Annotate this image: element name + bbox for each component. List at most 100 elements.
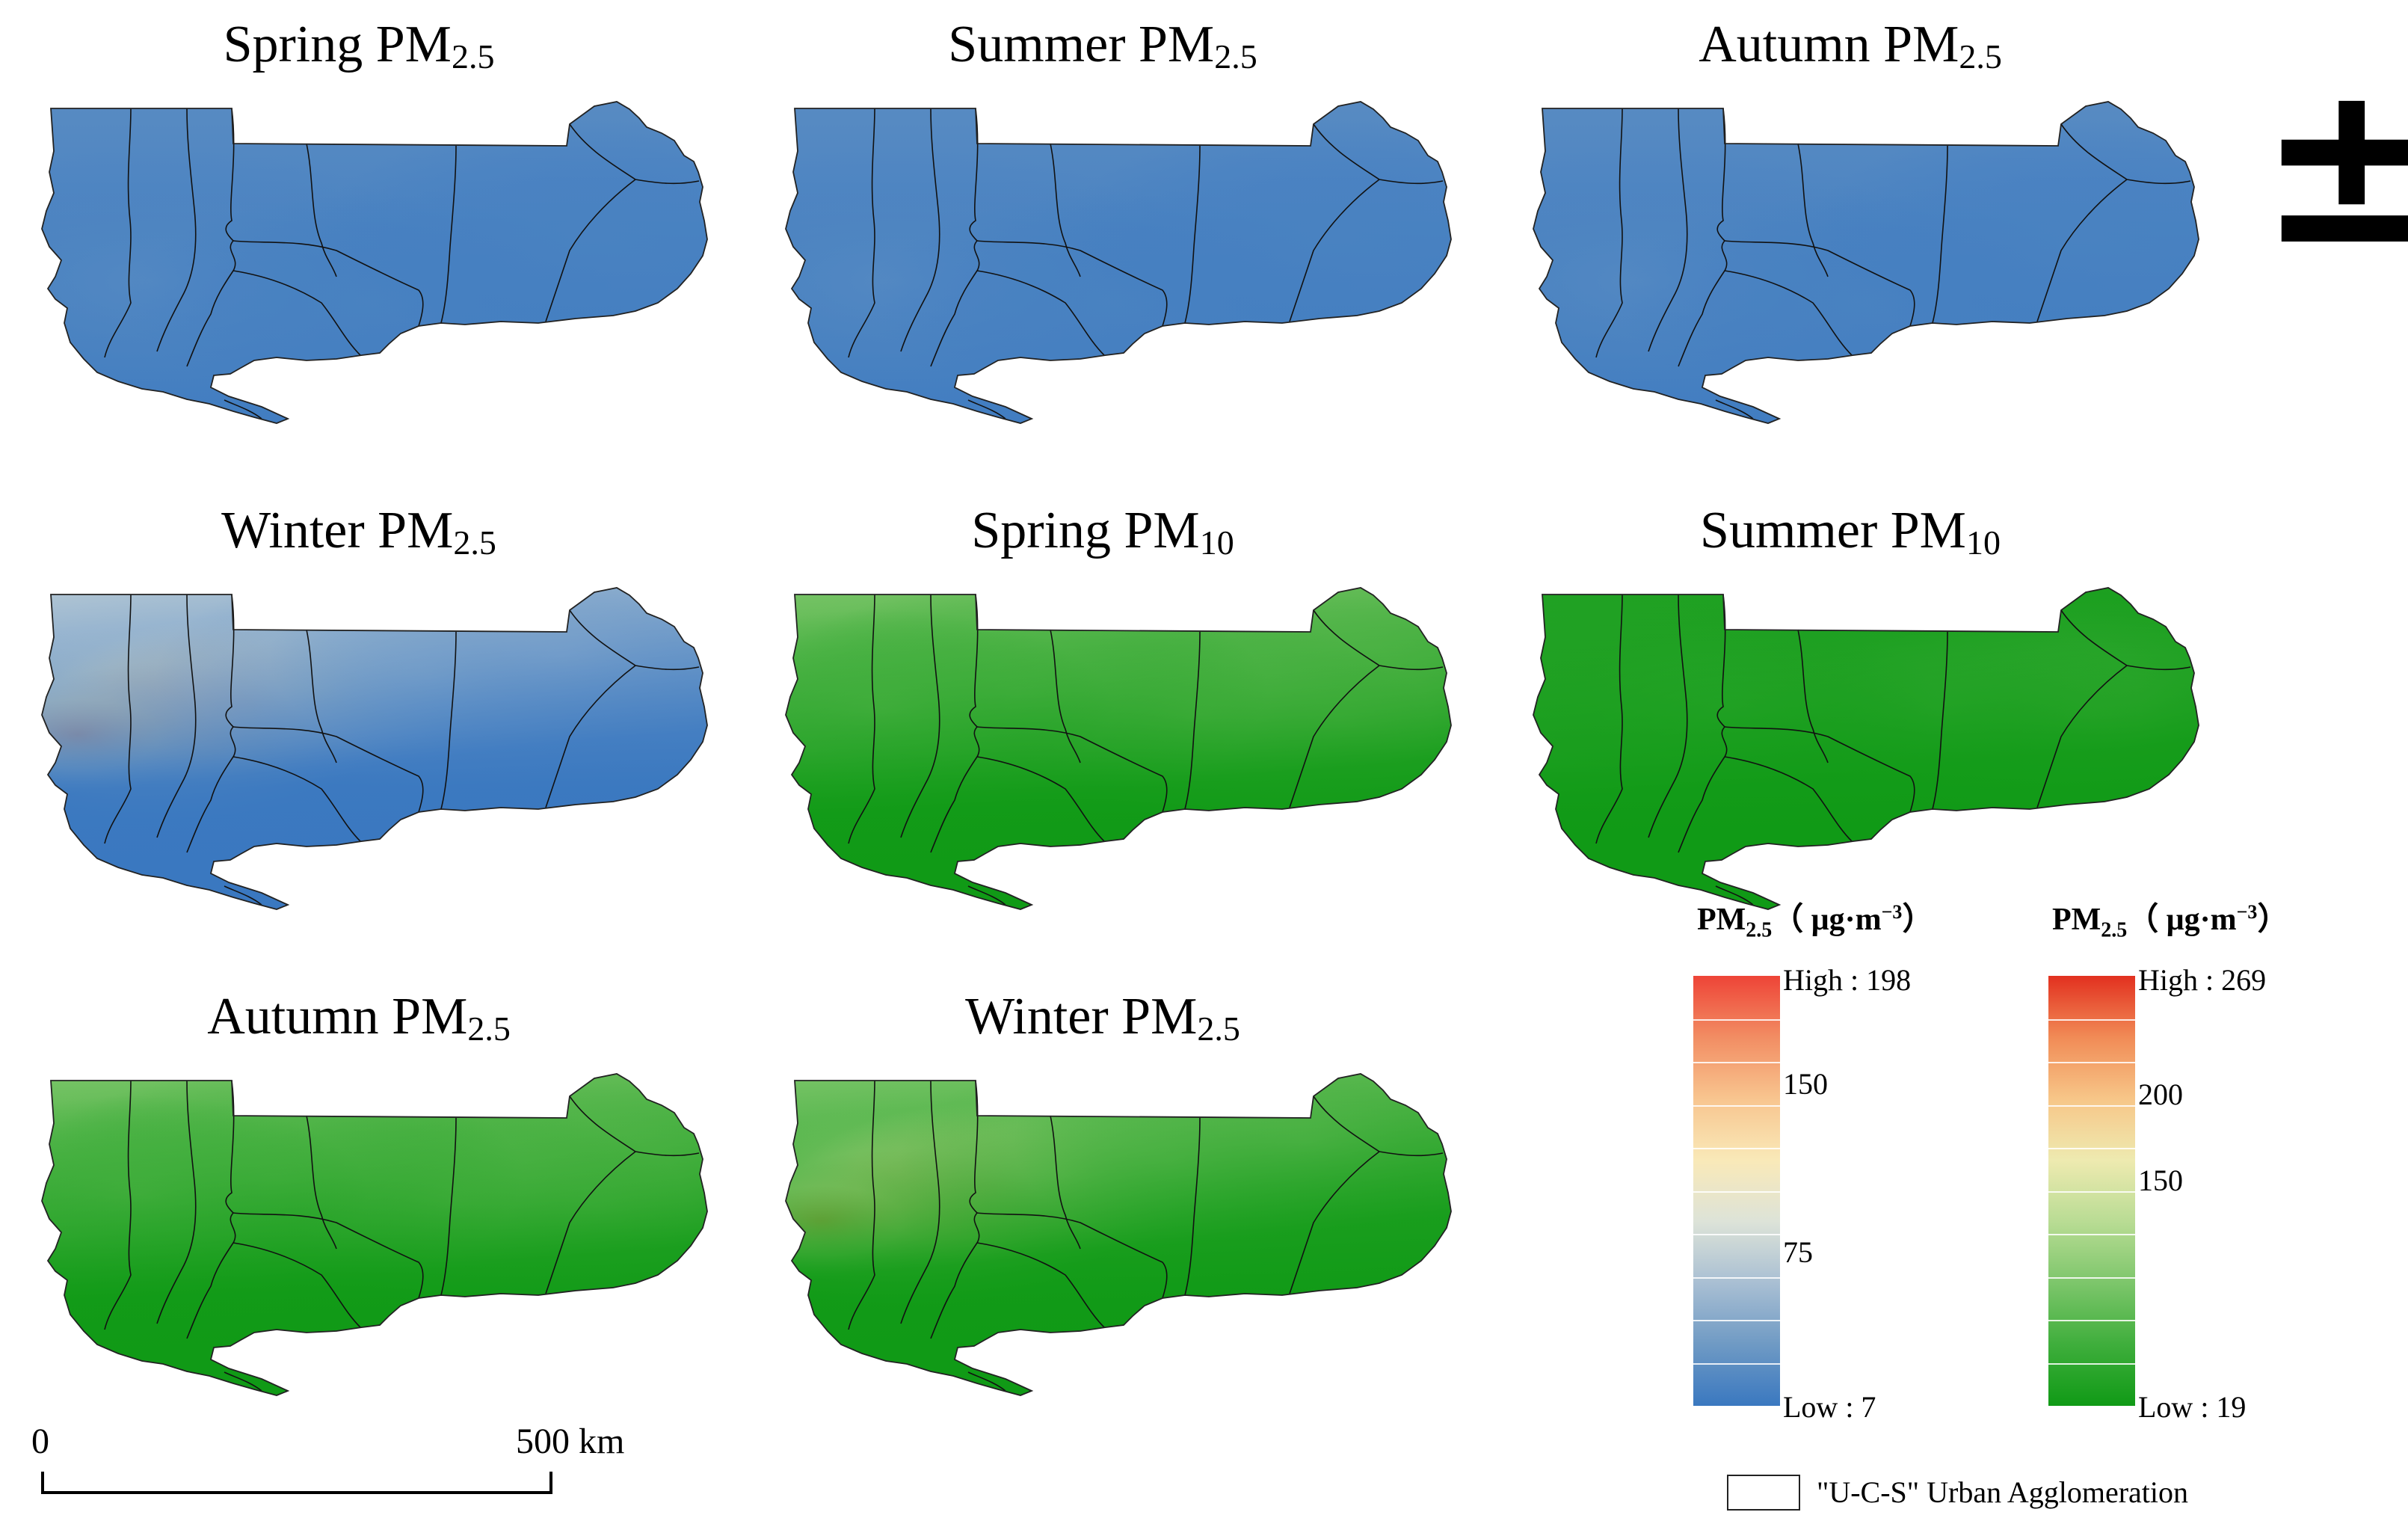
- legend-title-unit: （ μg·m: [2127, 903, 2237, 937]
- city-boundary-line: [186, 1080, 236, 1339]
- city-boundary-line: [156, 108, 197, 352]
- city-boundary-line: [1595, 594, 1623, 844]
- legend-title-text: PM: [1697, 903, 1746, 937]
- city-boundary-line: [1289, 665, 1380, 808]
- raster-hotspot: [1061, 118, 1451, 352]
- legend-title-legend-pm10: PM2.5（ μg·m−3）: [2052, 894, 2288, 942]
- map-title-autumn-pm10: Autumn PM2.5: [22, 987, 695, 1059]
- legend-title-unit: （ μg·m: [1772, 903, 1882, 937]
- city-boundary-line: [306, 629, 337, 763]
- city-boundary-line: [104, 594, 132, 844]
- map-panel-winter-pm25: [22, 583, 725, 912]
- map-title-autumn-pm25: Autumn PM2.5: [1514, 15, 2187, 87]
- city-boundary-line: [1724, 270, 1853, 356]
- legend-title-legend-pm25: PM2.5（ μg·m−3）: [1697, 894, 1933, 942]
- map-summer-pm10: [1533, 587, 2199, 910]
- legend-title-close: ）: [2257, 903, 2289, 937]
- city-boundary-line: [1724, 756, 1853, 842]
- city-boundary-line: [967, 885, 1006, 906]
- city-boundary-line: [1932, 631, 1948, 810]
- legend-class-break: [1693, 1276, 1780, 1279]
- map-title-winter-pm25: Winter PM2.5: [22, 501, 695, 573]
- city-boundary-line: [1715, 399, 1754, 420]
- map-winter-pm25: [41, 587, 708, 910]
- city-boundary-line: [233, 240, 424, 327]
- city-boundary-line: [1595, 108, 1623, 358]
- map-panel-summer-pm10: [1514, 583, 2217, 912]
- city-boundary-line: [976, 270, 1105, 356]
- map-title-subscript: 10: [1965, 523, 2001, 562]
- map-winter-pm10: [785, 1073, 1452, 1396]
- map-title-subscript: 2.5: [1214, 37, 1257, 76]
- map-panel-autumn-pm10: [22, 1069, 725, 1398]
- city-boundary-line: [440, 145, 457, 324]
- region-outline: [1533, 101, 2199, 424]
- map-panel-spring-pm10: [766, 583, 1469, 912]
- legend-class-break: [1693, 1148, 1780, 1149]
- legend-tick-label: 200: [2138, 1077, 2183, 1111]
- city-boundary-line: [224, 1371, 262, 1392]
- city-boundary-line: [1678, 108, 1728, 367]
- city-boundary-line: [224, 399, 262, 420]
- city-boundary-line: [545, 1151, 636, 1294]
- city-boundary-line: [545, 179, 636, 322]
- city-boundary-line: [967, 399, 1006, 420]
- city-boundary-line: [930, 594, 980, 853]
- city-boundary-line: [1184, 145, 1201, 324]
- legend-title-subscript: 2.5: [2101, 918, 2128, 942]
- legend-low-label: Low : 19: [2138, 1390, 2247, 1424]
- city-boundary-line: [1724, 240, 1915, 327]
- legend-high-label: High : 198: [1783, 963, 1912, 997]
- city-boundary-line: [1678, 594, 1728, 853]
- legend-color-ramp: [2048, 976, 2135, 1406]
- north-arrow-icon: ±: [2258, 34, 2408, 295]
- city-boundary-line: [930, 108, 980, 367]
- region-outline: [41, 587, 708, 910]
- map-summer-pm25: [785, 101, 1452, 424]
- city-boundary-line: [1184, 1117, 1201, 1296]
- legend-class-break: [1693, 1234, 1780, 1235]
- city-boundary-line: [976, 1212, 1168, 1299]
- region-outline: [785, 587, 1452, 910]
- region-outline: [1533, 587, 2199, 910]
- raster-hotspot: [317, 118, 707, 352]
- map-panel-summer-pm25: [766, 97, 1469, 426]
- city-boundary-line: [900, 108, 940, 352]
- city-boundary-line: [306, 1115, 337, 1250]
- scale-bar-line: [41, 1472, 552, 1494]
- city-boundary-line: [440, 631, 457, 810]
- legend-class-break: [2048, 1320, 2135, 1321]
- city-boundary-line: [900, 1080, 940, 1324]
- legend-class-break: [2048, 1062, 2135, 1063]
- legend-class-break: [2048, 1276, 2135, 1279]
- city-boundary-line: [233, 756, 361, 842]
- region-outline: [41, 101, 708, 424]
- city-boundary-line: [2036, 665, 2128, 808]
- map-panel-autumn-pm25: [1514, 97, 2217, 426]
- city-boundary-line: [306, 143, 337, 277]
- map-title-subscript: 2.5: [453, 523, 496, 562]
- legend-color-ramp: [1693, 976, 1780, 1406]
- map-title-spring-pm25: Spring PM2.5: [22, 15, 695, 87]
- city-boundary-line: [233, 270, 361, 356]
- map-title-text: Winter PM: [221, 502, 454, 559]
- map-title-subscript: 10: [1199, 523, 1234, 562]
- legend-title-subscript: 2.5: [1746, 918, 1773, 942]
- raster-hotspot: [1808, 118, 2199, 352]
- raster-lowland-band: [42, 588, 707, 909]
- map-spring-pm25: [41, 101, 708, 424]
- city-boundary-line: [848, 594, 875, 844]
- map-title-text: Winter PM: [965, 988, 1198, 1045]
- map-title-text: Spring PM: [223, 16, 452, 73]
- city-boundary-line: [233, 1212, 424, 1299]
- legend-class-break: [1693, 1190, 1780, 1193]
- raster-lowland-band: [786, 588, 1451, 909]
- map-title-text: Autumn PM: [1699, 16, 1959, 73]
- city-boundary-line: [1932, 145, 1948, 324]
- legend-high-label: High : 269: [2138, 963, 2267, 997]
- city-boundary-line: [976, 1242, 1105, 1328]
- city-boundary-line: [233, 726, 424, 813]
- city-boundary-line: [1715, 885, 1754, 906]
- raster-lowland-band: [1533, 588, 2199, 909]
